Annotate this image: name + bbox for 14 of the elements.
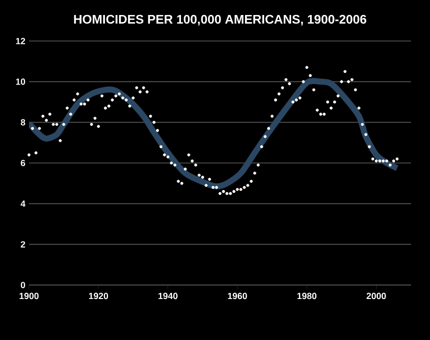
x-tick-label: 1920 — [89, 292, 108, 300]
y-tick-label: 4 — [20, 200, 26, 207]
chart-title: HOMICIDES PER 100,000 AMERICANS, 1900-2006 — [74, 14, 366, 26]
y-tick-label: 2 — [20, 241, 26, 248]
x-tick-label: 1980 — [297, 292, 316, 300]
y-tick-label: 6 — [20, 160, 26, 166]
x-tick-label: 1940 — [158, 292, 178, 300]
y-tick-label: 10 — [16, 78, 26, 85]
x-tick-label: 1960 — [228, 292, 247, 300]
x-tick-label: 1900 — [20, 292, 39, 300]
x-tick-label: 2000 — [366, 292, 386, 300]
y-tick-label: 12 — [16, 38, 26, 44]
y-tick-label: 8 — [20, 119, 26, 126]
y-tick-label: 0 — [20, 282, 26, 288]
